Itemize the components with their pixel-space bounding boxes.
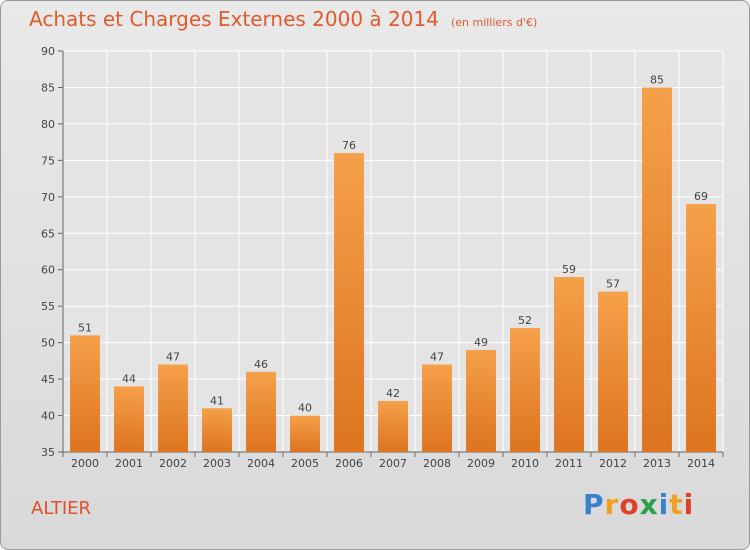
logo-letter: o	[619, 488, 640, 521]
bar-2003	[202, 408, 232, 452]
x-tick-label-2013: 2013	[643, 457, 671, 470]
logo-letter: i	[683, 488, 695, 521]
logo-letter: r	[604, 488, 620, 521]
y-tick-label: 65	[41, 227, 55, 240]
value-label-2013: 85	[650, 73, 664, 86]
proxiti-logo: Proxiti	[583, 488, 694, 521]
y-tick-label: 50	[41, 337, 55, 350]
bar-2005	[290, 415, 320, 452]
value-label-2008: 47	[430, 351, 444, 364]
x-tick-label-2010: 2010	[511, 457, 539, 470]
bar-2004	[246, 371, 276, 452]
value-label-2012: 57	[606, 278, 620, 291]
bar-2008	[422, 364, 452, 452]
y-tick-label: 80	[41, 118, 55, 131]
y-tick-label: 90	[41, 45, 55, 58]
y-tick-label: 70	[41, 191, 55, 204]
x-tick-label-2001: 2001	[115, 457, 143, 470]
bar-2002	[158, 364, 188, 452]
bar-2007	[378, 400, 408, 452]
logo-letter: x	[639, 488, 659, 521]
x-tick-label-2000: 2000	[71, 457, 99, 470]
bar-2012	[598, 291, 628, 452]
bar-2000	[70, 335, 100, 452]
axes: 35 40 45 50 55 60 65 70 75 80 85 90 2000 2001 2002 2003…	[41, 45, 724, 470]
chart-unit: (en milliers d'€)	[450, 16, 538, 29]
x-tick-label-2002: 2002	[159, 457, 187, 470]
x-tick-label-2004: 2004	[247, 457, 275, 470]
y-tick-label: 60	[41, 264, 55, 277]
y-tick-label: 35	[41, 446, 55, 459]
bar-2010	[510, 328, 540, 452]
value-label-2004: 46	[254, 358, 268, 371]
x-tick-label-2008: 2008	[423, 457, 451, 470]
chart-title-block: Achats et Charges Externes 2000 à 2014 (e…	[29, 7, 537, 31]
value-label-2014: 69	[694, 190, 708, 203]
bar-2013	[642, 87, 672, 453]
value-label-2009: 49	[474, 336, 488, 349]
value-label-2011: 59	[562, 263, 576, 276]
logo-letter: i	[658, 488, 670, 521]
bar-2011	[554, 277, 584, 452]
x-tick-label-2003: 2003	[203, 457, 231, 470]
value-label-2003: 41	[210, 394, 224, 407]
value-label-2000: 51	[78, 321, 92, 334]
x-tick-label-2005: 2005	[291, 457, 319, 470]
y-tick-label: 75	[41, 154, 55, 167]
value-label-2005: 40	[298, 402, 312, 415]
bar-2001	[114, 386, 144, 452]
y-tick-label: 55	[41, 300, 55, 313]
x-tick-label-2006: 2006	[335, 457, 363, 470]
x-tick-label-2011: 2011	[555, 457, 583, 470]
bar-2009	[466, 349, 496, 452]
commune-name: ALTIER	[31, 498, 92, 519]
value-label-2010: 52	[518, 314, 532, 327]
bars	[70, 87, 716, 453]
x-tick-label-2009: 2009	[467, 457, 495, 470]
value-label-2007: 42	[386, 387, 400, 400]
x-tick-label-2012: 2012	[599, 457, 627, 470]
bar-2006	[334, 153, 364, 452]
logo-letter: P	[583, 488, 605, 521]
bar-2014	[686, 204, 716, 452]
value-label-2006: 76	[342, 139, 356, 152]
logo-letter: t	[669, 488, 684, 521]
value-label-2001: 44	[122, 372, 136, 385]
data-labels: 51 44 47 41 46 40 76 42 47 49 52 59 57 85 69	[78, 73, 708, 414]
x-tick-label-2007: 2007	[379, 457, 407, 470]
y-tick-label: 85	[41, 81, 55, 94]
x-tick-label-2014: 2014	[687, 457, 715, 470]
y-tick-label: 40	[41, 410, 55, 423]
y-tick-label: 45	[41, 373, 55, 386]
value-label-2002: 47	[166, 351, 180, 364]
chart-title: Achats et Charges Externes 2000 à 2014	[29, 7, 439, 31]
